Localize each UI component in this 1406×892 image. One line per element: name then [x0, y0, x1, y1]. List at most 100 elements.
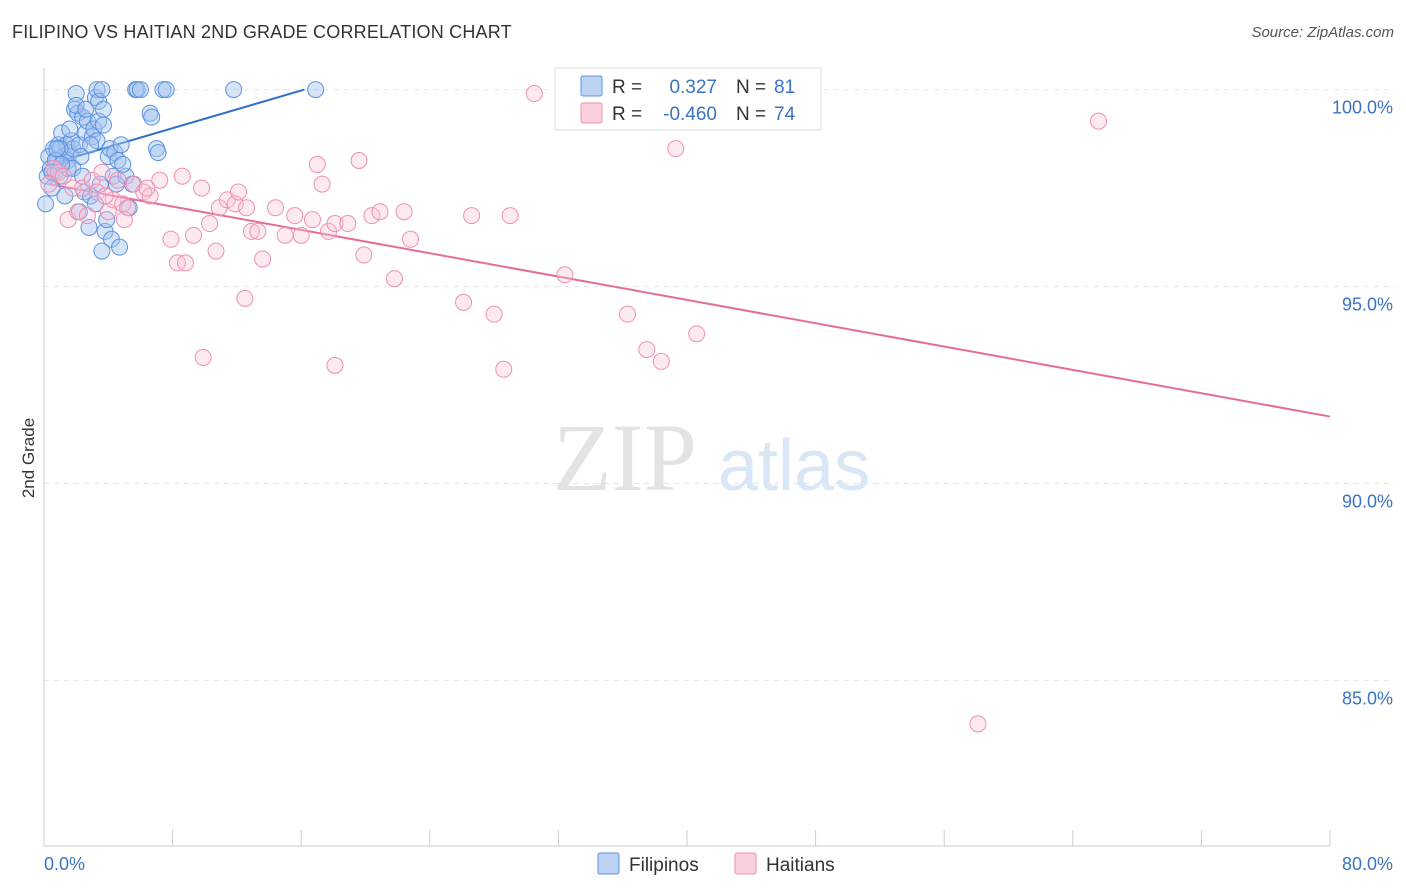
legend-swatch-haitians	[734, 852, 757, 875]
filipino-point	[149, 144, 167, 162]
stats-r-label-1: R =	[612, 77, 642, 98]
haitian-point	[969, 715, 987, 733]
haitian-point	[115, 211, 133, 229]
filipino-point	[74, 167, 92, 185]
haitian-point	[326, 215, 344, 233]
haitian-point	[363, 207, 381, 225]
haitian-point	[162, 230, 180, 248]
stats-n-label-2: N =	[736, 104, 766, 125]
filipino-point	[131, 81, 149, 99]
haitian-point	[104, 191, 122, 209]
haitian-point	[485, 305, 503, 323]
y-tick-label: 100.0%	[1332, 98, 1393, 118]
filipino-point	[61, 120, 79, 138]
haitian-point	[619, 305, 637, 323]
haitian-point	[395, 203, 413, 221]
haitian-point	[64, 179, 82, 197]
filipino-point	[48, 140, 66, 158]
haitian-point	[667, 140, 685, 158]
stats-r-label-2: R =	[612, 104, 642, 125]
series-legend: Filipinos Haitians	[597, 852, 835, 876]
x-tick-label: 80.0%	[1342, 854, 1393, 874]
filipino-point	[114, 155, 132, 173]
haitian-point	[350, 151, 368, 169]
haitian-point	[463, 207, 481, 225]
haitian-point	[236, 289, 254, 307]
haitian-point	[455, 293, 473, 311]
haitian-point	[193, 179, 211, 197]
haitian-point	[54, 167, 72, 185]
haitian-point	[40, 175, 58, 193]
filipino-point	[157, 81, 175, 99]
watermark: ZIP atlas	[553, 404, 870, 511]
haitian-point	[1090, 112, 1108, 130]
haitian-point	[266, 199, 284, 217]
haitian-point	[276, 226, 294, 244]
filipino-point	[67, 96, 85, 114]
haitian-point	[525, 85, 543, 103]
haitian-point	[501, 207, 519, 225]
stats-legend: R = 0.327 N = 81 R = -0.460 N = 74	[554, 67, 822, 131]
haitian-point	[326, 356, 344, 374]
haitian-point	[292, 226, 310, 244]
haitian-point	[78, 207, 96, 225]
haitian-point	[495, 360, 513, 378]
y-axis-label: 2nd Grade	[19, 418, 38, 498]
haitian-point	[151, 171, 169, 189]
haitian-point	[230, 183, 248, 201]
haitian-point	[173, 167, 191, 185]
stats-n-label-1: N =	[736, 77, 766, 98]
haitian-point	[371, 203, 389, 221]
legend-swatch-filipinos	[597, 852, 620, 875]
filipino-point	[67, 85, 85, 103]
filipino-point	[111, 238, 129, 256]
haitian-point	[249, 222, 267, 240]
stats-n-value-1: 81	[774, 77, 795, 98]
x-tick-label: 0.0%	[44, 854, 85, 874]
stats-r-value-1: 0.327	[669, 77, 717, 98]
filipino-point	[94, 100, 112, 118]
haitian-point	[138, 179, 156, 197]
haitian-point	[242, 222, 260, 240]
grid-layer	[44, 89, 1395, 682]
filipino-point	[93, 81, 111, 99]
haitian-point	[313, 175, 331, 193]
watermark-atlas: atlas	[718, 426, 870, 506]
haitian-point	[96, 187, 114, 205]
haitian-point	[93, 163, 111, 181]
haitian-point	[254, 250, 272, 268]
filipino-point	[82, 136, 100, 154]
filipino-point	[77, 100, 95, 118]
watermark-zip: ZIP	[553, 404, 697, 511]
filipino-point	[112, 136, 130, 154]
stats-n-value-2: 74	[774, 104, 796, 125]
points-layer	[37, 81, 1108, 733]
y-tick-label: 90.0%	[1342, 492, 1393, 512]
haitians-trendline	[48, 183, 1331, 418]
stats-swatch-haitians	[580, 102, 603, 124]
filipino-point	[93, 242, 111, 260]
stats-r-value-2: -0.460	[663, 104, 717, 125]
haitian-point	[109, 171, 127, 189]
filipino-point	[307, 81, 325, 99]
haitian-point	[184, 226, 202, 244]
haitian-point	[339, 215, 357, 233]
haitian-point	[69, 203, 87, 221]
haitian-point	[556, 266, 574, 284]
axes-layer: 100.0% 95.0% 90.0% 85.0% 0.0% 80.0%	[43, 68, 1393, 874]
haitian-point	[638, 341, 656, 359]
stats-swatch-filipinos	[580, 75, 603, 97]
haitian-point	[286, 207, 304, 225]
haitian-point	[176, 254, 194, 272]
haitian-point	[303, 211, 321, 229]
chart-title: FILIPINO VS HAITIAN 2ND GRADE CORRELATIO…	[12, 22, 512, 42]
haitian-point	[238, 199, 256, 217]
haitian-point	[402, 230, 420, 248]
filipinos-trendline	[48, 88, 305, 166]
y-tick-label: 85.0%	[1342, 689, 1393, 709]
haitian-point	[207, 242, 225, 260]
filipino-point	[143, 108, 161, 126]
haitian-point	[201, 215, 219, 233]
haitian-point	[308, 155, 326, 173]
